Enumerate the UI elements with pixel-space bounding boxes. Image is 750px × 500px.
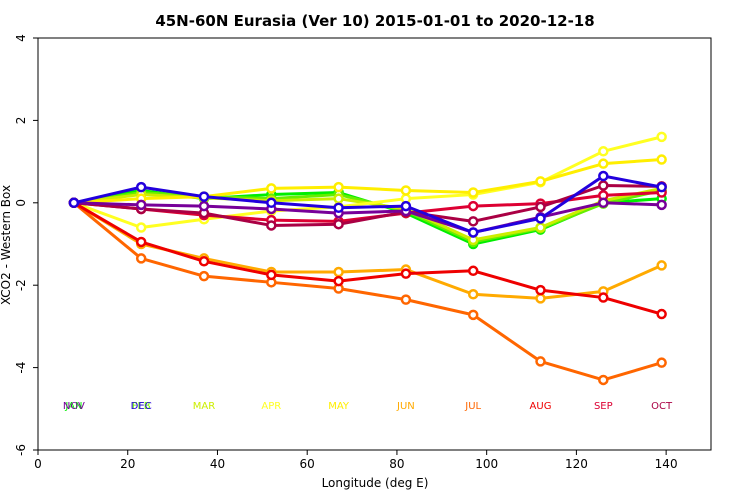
- data-point: [598, 197, 609, 209]
- data-point: [656, 154, 667, 165]
- data-point: [656, 199, 667, 211]
- data-point: [198, 200, 210, 212]
- data-point: [598, 158, 609, 169]
- month-label-dec: DEC: [131, 401, 152, 412]
- data-point: [598, 170, 609, 182]
- data-point: [400, 294, 412, 305]
- series-line: [73, 201, 662, 234]
- series-line: [73, 174, 662, 234]
- data-point: [598, 146, 609, 157]
- data-point: [598, 374, 609, 386]
- month-label-may: MAY: [328, 401, 350, 412]
- data-point: [333, 181, 344, 193]
- data-point: [467, 216, 479, 227]
- month-label-apr: APR: [261, 401, 281, 412]
- data-point: [467, 265, 479, 277]
- series-line: [72, 201, 663, 382]
- data-point: [333, 266, 344, 278]
- axes: 0 20 40 60 80 100 120 140 -6 -4 -2 0 2 4: [14, 34, 678, 471]
- series-line: [73, 201, 663, 316]
- data-point: [68, 197, 80, 209]
- x-tick-label: 60: [300, 457, 315, 471]
- data-point: [135, 181, 147, 193]
- data-point: [198, 256, 210, 267]
- data-point: [535, 356, 546, 367]
- data-point: [400, 200, 412, 212]
- y-tick-label: -6: [14, 444, 28, 456]
- x-tick-label: 0: [34, 457, 42, 471]
- data-point: [135, 236, 147, 248]
- month-label-feb: FEB: [132, 401, 151, 412]
- data-point: [535, 293, 546, 304]
- series-line: [73, 135, 663, 230]
- data-point: [266, 269, 277, 281]
- month-label-jul: JUL: [464, 401, 481, 412]
- data-point: [598, 292, 609, 303]
- x-tick-label: 40: [210, 457, 225, 471]
- x-tick-label: 120: [565, 457, 588, 471]
- data-point: [535, 201, 546, 213]
- data-point: [535, 284, 546, 296]
- plot-frame: [37, 37, 712, 451]
- chart-title: 45N-60N Eurasia (Ver 10) 2015-01-01 to 2…: [155, 12, 594, 30]
- data-point: [656, 308, 667, 320]
- data-point: [656, 260, 667, 271]
- month-labels: JAN FEB MAR APR MAY JUN JUL AUG SEP OCT NOV DEC: [63, 401, 673, 412]
- data-point: [598, 180, 609, 191]
- data-point: [198, 270, 210, 282]
- month-label-nov: NOV: [63, 401, 85, 412]
- data-point: [656, 131, 667, 143]
- series-dec: [68, 170, 667, 238]
- y-tick-label: 4: [14, 34, 28, 42]
- y-tick-label: -2: [14, 279, 28, 291]
- data-point: [266, 183, 277, 194]
- data-point: [467, 187, 479, 198]
- data-point: [535, 213, 546, 224]
- y-tick-label: 0: [14, 199, 28, 207]
- month-label-jan: JAN: [64, 401, 82, 412]
- y-axis-label: XCO2 - Western Box: [0, 185, 13, 305]
- data-point: [535, 222, 546, 233]
- x-tick-label: 20: [120, 457, 135, 471]
- data-point: [135, 199, 147, 211]
- month-label-sep: SEP: [594, 401, 613, 412]
- data-point: [535, 176, 546, 187]
- data-point: [467, 227, 479, 238]
- data-point: [467, 200, 479, 212]
- data-point: [266, 197, 277, 209]
- data-point: [333, 202, 344, 213]
- data-point: [333, 193, 344, 204]
- x-tick-label: 80: [389, 457, 404, 471]
- data-point: [198, 191, 210, 202]
- y-tick-label: 2: [14, 117, 28, 125]
- series-line: [73, 158, 662, 205]
- x-tick-label: 140: [655, 457, 678, 471]
- data-point: [333, 275, 344, 287]
- data-point: [400, 268, 412, 279]
- data-point: [135, 253, 147, 264]
- data-point: [333, 218, 344, 230]
- series-layer: [68, 131, 667, 386]
- data-point: [656, 357, 667, 368]
- data-point: [400, 185, 412, 196]
- data-point: [135, 222, 147, 233]
- month-label-aug: AUG: [530, 401, 552, 412]
- data-point: [467, 289, 479, 300]
- month-label-jun: JUN: [396, 401, 415, 412]
- data-point: [467, 309, 479, 321]
- y-tick-label: -4: [14, 362, 28, 374]
- month-label-oct: OCT: [651, 401, 673, 412]
- month-label-mar: MAR: [193, 401, 215, 412]
- data-point: [656, 181, 667, 193]
- x-tick-label: 100: [475, 457, 498, 471]
- x-axis-label: Longitude (deg E): [322, 476, 429, 490]
- data-point: [266, 220, 277, 231]
